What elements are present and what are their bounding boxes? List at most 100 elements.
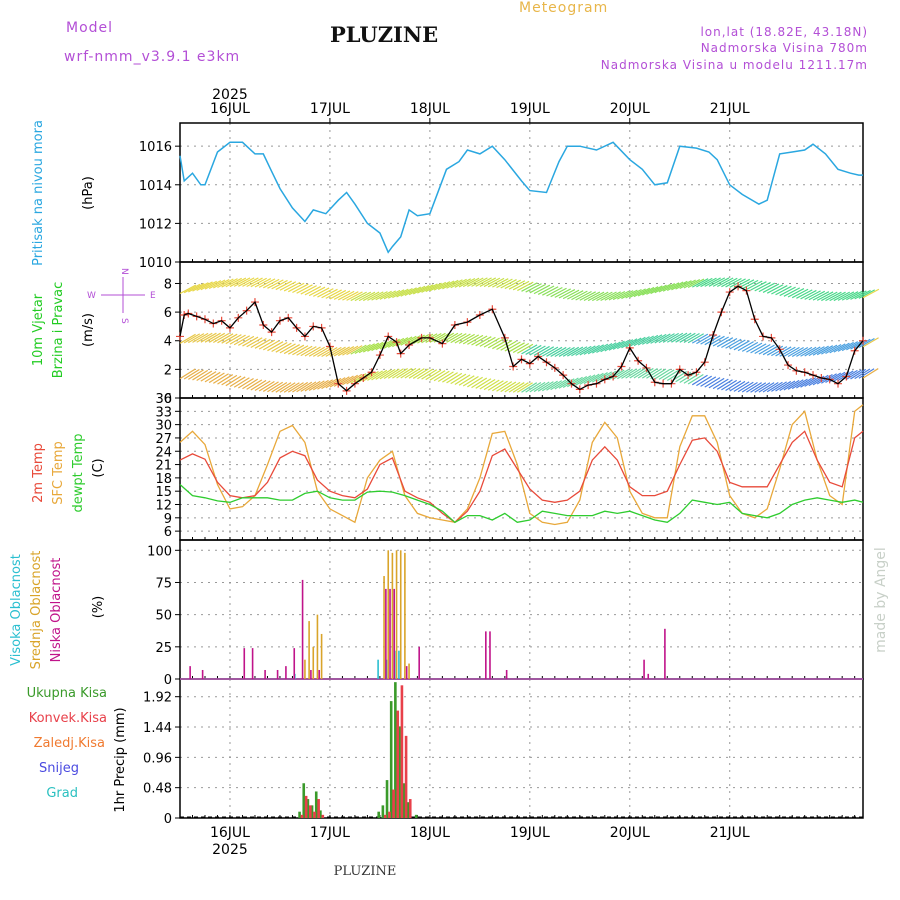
wind-arrow	[312, 287, 330, 297]
temp-ylabel-dewpt: dewpt Temp	[71, 433, 86, 512]
wind-arrow	[725, 277, 742, 288]
wind-arrow	[404, 335, 421, 346]
wind-arrow	[500, 279, 517, 289]
y-tick-label: 1012	[139, 217, 172, 232]
wind-arrow	[816, 345, 834, 356]
wind-arrow	[504, 341, 521, 352]
wind-arrow	[217, 333, 234, 344]
wind-arrow	[791, 378, 808, 390]
wind-arrow	[775, 285, 792, 296]
wind-arrow	[246, 277, 263, 288]
wind-arrow	[567, 346, 584, 357]
wind-arrow	[267, 341, 284, 352]
wind-arrow	[691, 333, 709, 344]
wind-arrow	[179, 368, 196, 380]
wind-arrow	[296, 381, 313, 393]
wind-arrow	[841, 341, 859, 352]
y-tick-label: 6	[164, 306, 172, 321]
wind-arrow	[308, 346, 325, 357]
wind-arrow	[429, 332, 446, 343]
wind-arrow	[225, 334, 242, 345]
wind-arrow	[791, 288, 809, 299]
y-tick-label: 18	[155, 472, 172, 487]
wind-arrow	[254, 380, 271, 392]
wind-barbs	[176, 277, 880, 395]
wind-arrow	[475, 336, 492, 347]
y-tick-label: 75	[155, 576, 172, 591]
wind-arrow	[550, 346, 567, 357]
wind-arrow	[662, 332, 679, 343]
wind-arrow	[233, 335, 251, 346]
wind-arrow	[762, 345, 779, 356]
wind-arrow	[621, 368, 638, 379]
wind-arrow	[487, 338, 505, 349]
y-tick-label: 9	[164, 512, 172, 527]
wind-arrow	[704, 377, 721, 388]
wind-arrow	[612, 369, 629, 380]
precip-bar	[381, 805, 385, 818]
wind-arrow	[238, 277, 255, 287]
wind-arrow	[750, 382, 767, 393]
wind-arrow	[454, 374, 471, 385]
wind-arrow	[225, 375, 242, 387]
wind-arrow	[483, 277, 501, 288]
wind-arrow	[454, 278, 472, 288]
y-tick-label: 0	[164, 392, 172, 407]
wind-arrow	[271, 341, 288, 352]
wind-arrow	[242, 336, 259, 347]
cloud-bar	[389, 588, 391, 679]
wind-arrow	[308, 380, 325, 391]
wind-arrow	[462, 277, 480, 288]
wind-arrow	[821, 344, 838, 355]
wind-arrow	[583, 373, 600, 385]
wind-arrow	[196, 281, 213, 291]
wind-arrow	[708, 277, 726, 287]
cloud-ylabel-mid: Srednja Oblacnost	[29, 551, 44, 670]
wind-arrow	[333, 290, 351, 300]
wind-arrow	[263, 278, 280, 289]
wind-arrow	[800, 289, 817, 300]
wind-arrow	[537, 285, 555, 295]
temp-line-sfc	[179, 404, 864, 526]
temp-unit: (C)	[91, 458, 106, 477]
wind-arrow	[317, 379, 334, 390]
wind-arrow	[625, 289, 642, 299]
bottom-year-label: 2025	[212, 842, 248, 858]
wind-arrow	[446, 332, 463, 343]
wind-arrow	[646, 285, 663, 295]
precip-bar	[300, 814, 304, 818]
wind-arrow	[604, 291, 621, 301]
wind-arrow	[591, 343, 609, 354]
wind-arrow	[779, 380, 796, 392]
bottom-day-label: 19JUL	[510, 825, 550, 841]
wind-arrow	[258, 380, 275, 392]
y-tick-label: 25	[155, 641, 172, 656]
wind-arrow	[679, 372, 696, 384]
wind-arrow	[575, 345, 592, 356]
wind-arrow	[512, 343, 530, 354]
cloud-bar	[399, 550, 402, 679]
wind-arrow	[708, 377, 725, 389]
wind-arrow	[554, 288, 571, 298]
wind-arrow	[812, 374, 829, 386]
wind-arrow	[242, 378, 259, 390]
precip-bar	[309, 805, 312, 818]
wind-arrow	[846, 369, 862, 380]
wind-arrow	[496, 278, 513, 289]
wind-arrow	[325, 346, 342, 357]
wind-arrow	[279, 382, 296, 393]
wind-arrow	[183, 333, 201, 344]
cloud-bar	[318, 669, 321, 679]
y-tick-label: 36	[155, 392, 172, 407]
wind-arrow	[250, 277, 267, 288]
precip-bar	[389, 701, 393, 818]
wind-arrow	[691, 278, 709, 288]
wind-arrow	[479, 277, 497, 287]
top-day-label: 20JUL	[610, 101, 650, 117]
wind-arrow	[304, 380, 321, 392]
cloud-bar	[383, 576, 385, 679]
wind-arrow	[383, 289, 401, 300]
wind-arrow	[342, 374, 359, 386]
watermark: made by Angel	[873, 547, 889, 653]
wind-arrow	[462, 334, 480, 345]
